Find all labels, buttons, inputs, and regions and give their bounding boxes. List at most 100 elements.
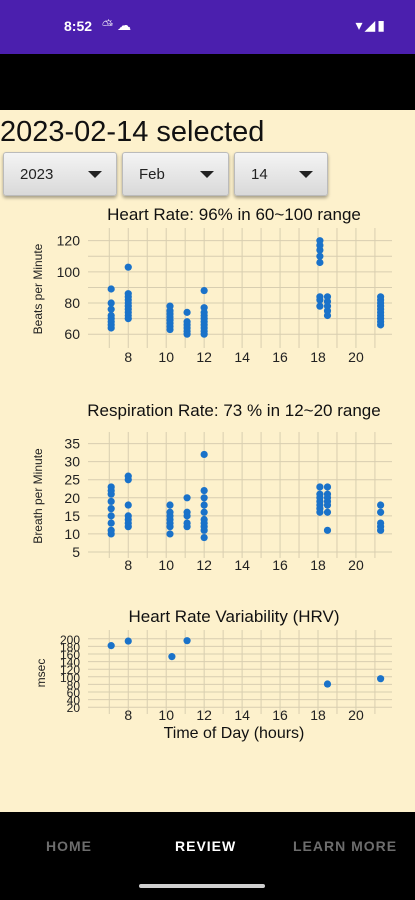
data-point [323, 680, 332, 688]
y-tick-label: 200 [60, 633, 80, 647]
y-tick-label: 180 [60, 640, 80, 654]
wifi-icon: ▾◢▮ [355, 17, 387, 33]
y-tick-label: 25 [64, 472, 80, 488]
app-toolbar [0, 54, 415, 110]
y-tick-label: 5 [72, 544, 80, 560]
data-point [166, 302, 174, 310]
x-tick-label: 18 [310, 707, 326, 723]
x-tick-label: 16 [272, 557, 288, 573]
data-point [168, 653, 176, 661]
data-point [200, 304, 208, 312]
nav-learn-more[interactable]: LEARN MORE [293, 838, 398, 854]
data-point [316, 293, 324, 301]
data-point [107, 526, 115, 534]
chevron-down-icon [200, 171, 214, 178]
y-axis-label: msec [34, 659, 48, 688]
data-point [183, 318, 191, 326]
data-point [316, 483, 324, 491]
chart-title: Heart Rate: 96% in 60~100 range [107, 205, 361, 224]
chevron-down-icon [88, 171, 102, 178]
review-content: 2023-02-14 selected 2023 Feb 14 Heart Ra… [0, 110, 415, 812]
nav-active-indicator [139, 884, 265, 888]
y-tick-label: 20 [67, 701, 81, 715]
x-tick-label: 16 [272, 707, 288, 723]
cloud-sun-icon: ⛅︎ ☁︎ [102, 17, 132, 33]
data-point [200, 486, 208, 495]
x-tick-label: 14 [234, 557, 250, 573]
data-point [200, 501, 208, 509]
year-dropdown[interactable]: 2023 [3, 152, 117, 196]
data-point [377, 519, 385, 527]
data-point [183, 637, 191, 645]
x-tick-label: 12 [196, 707, 212, 723]
data-point [107, 497, 115, 506]
data-point [323, 508, 332, 516]
bottom-nav: HOME REVIEW LEARN MORE [0, 812, 415, 900]
data-point [107, 305, 115, 313]
x-tick-label: 12 [196, 557, 212, 573]
y-tick-label: 120 [60, 663, 80, 677]
data-point [200, 286, 208, 295]
y-tick-label: 100 [60, 671, 80, 685]
day-dropdown[interactable]: 14 [234, 152, 328, 196]
status-bar: 8:52 ⛅︎ ☁︎ ▾◢▮ [0, 0, 415, 54]
y-tick-label: 15 [64, 508, 80, 524]
y-tick-label: 35 [64, 436, 80, 452]
x-tick-label: 18 [310, 557, 326, 573]
y-tick-label: 100 [57, 264, 81, 280]
data-point [183, 519, 191, 527]
data-point [124, 472, 132, 480]
chevron-down-icon [299, 171, 313, 178]
data-point [107, 512, 115, 520]
y-tick-label: 20 [64, 490, 80, 506]
x-tick-label: 18 [310, 349, 326, 365]
data-point [323, 293, 332, 301]
heart-rate-chart: Heart Rate: 96% in 60~100 range Beats per… [31, 205, 392, 365]
y-tick-label: 60 [67, 686, 81, 700]
data-point [124, 290, 132, 298]
data-point [200, 533, 208, 542]
data-point [316, 490, 324, 498]
day-value: 14 [251, 166, 268, 183]
data-point [377, 675, 385, 683]
nav-home[interactable]: HOME [46, 838, 92, 854]
data-point [107, 311, 115, 320]
data-point [200, 494, 208, 502]
data-point [323, 490, 332, 498]
data-point [124, 637, 132, 645]
data-point [107, 519, 115, 527]
y-tick-label: 120 [57, 233, 81, 249]
year-value: 2023 [20, 166, 54, 183]
y-tick-label: 80 [67, 678, 81, 692]
x-tick-label: 8 [124, 557, 132, 573]
x-tick-label: 14 [234, 707, 250, 723]
respiration-rate-chart: Respiration Rate: 73 % in 12~20 range Bre… [31, 401, 392, 573]
data-point [183, 494, 191, 502]
y-tick-label: 10 [64, 526, 80, 542]
y-tick-label: 140 [60, 656, 80, 670]
data-point [107, 505, 115, 513]
y-axis-label: Breath per Minute [31, 448, 45, 544]
x-tick-label: 10 [158, 707, 174, 723]
data-point [183, 508, 191, 516]
data-point [316, 302, 324, 310]
data-point [124, 501, 132, 509]
status-time: 8:52 [64, 18, 93, 34]
data-point [316, 258, 324, 267]
data-point [107, 642, 115, 650]
data-point [124, 512, 132, 520]
y-tick-label: 30 [64, 454, 80, 470]
nav-review[interactable]: REVIEW [175, 838, 237, 854]
x-tick-label: 10 [158, 349, 174, 365]
chart-title: Respiration Rate: 73 % in 12~20 range [87, 401, 380, 420]
hrv-chart: Heart Rate Variability (HRV)msec20406080… [34, 607, 392, 742]
x-tick-label: 8 [124, 707, 132, 723]
x-tick-label: 14 [234, 349, 250, 365]
y-axis-label: Beats per Minute [31, 243, 45, 334]
y-tick-label: 60 [64, 326, 80, 342]
selected-date-title: 2023-02-14 selected [0, 116, 265, 148]
data-point [377, 293, 385, 301]
x-tick-label: 12 [196, 349, 212, 365]
x-tick-label: 16 [272, 349, 288, 365]
month-dropdown[interactable]: Feb [122, 152, 229, 196]
